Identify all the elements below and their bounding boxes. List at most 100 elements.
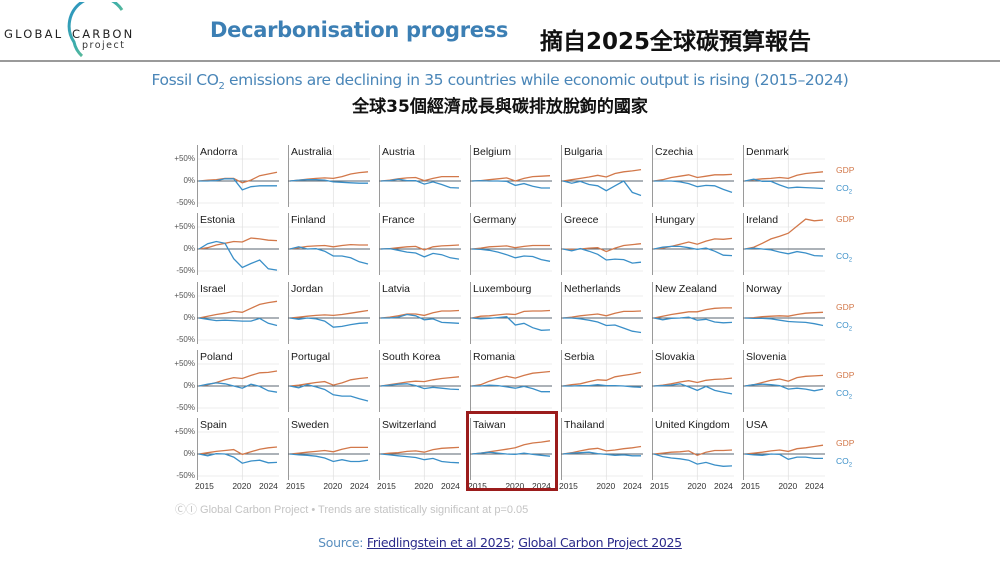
gdp-line <box>653 449 733 457</box>
x-axis-tick: 2024 <box>714 481 733 491</box>
panel-plot <box>743 145 825 207</box>
country-panel-norway: Norway <box>743 282 825 344</box>
source-link-global-carbon-project[interactable]: Global Carbon Project 2025 <box>518 535 682 550</box>
panel-country-name: Norway <box>746 283 782 295</box>
country-panel-taiwan: Taiwan <box>470 418 552 480</box>
y-axis-tick: +50% <box>174 154 195 163</box>
co2-line <box>653 316 733 324</box>
gdp-line <box>744 444 824 455</box>
panel-plot <box>561 145 643 207</box>
panel-plot <box>743 213 825 275</box>
logo-text-carbon: CARBON <box>72 27 135 41</box>
y-axis-tick: -50% <box>176 335 195 344</box>
panel-country-name: Slovakia <box>655 351 695 363</box>
x-axis-tick: 2024 <box>805 481 824 491</box>
country-panel-netherlands: Netherlands <box>561 282 643 344</box>
panel-plot <box>652 418 734 480</box>
country-panel-slovenia: Slovenia <box>743 350 825 412</box>
co2-line <box>653 245 733 257</box>
co2-line <box>289 384 369 402</box>
co2-line <box>381 313 460 324</box>
co2-line <box>562 247 642 264</box>
panel-plot <box>652 145 734 207</box>
country-panel-slovakia: Slovakia <box>652 350 734 412</box>
y-axis-tick: +50% <box>174 359 195 368</box>
co2-line <box>199 178 277 191</box>
panel-plot <box>561 418 643 480</box>
panel-plot <box>470 350 552 412</box>
country-panel-poland: Poland <box>197 350 279 412</box>
country-panel-luxembourg: Luxembourg <box>470 282 552 344</box>
country-panel-australia: Australia <box>288 145 370 207</box>
gdp-line <box>380 244 460 251</box>
country-panel-germany: Germany <box>470 213 552 275</box>
co2-line <box>562 451 641 457</box>
country-panel-latvia: Latvia <box>379 282 461 344</box>
panel-plot <box>288 282 370 344</box>
x-axis-tick: 2015 <box>741 481 760 491</box>
y-axis-tick: 0% <box>183 381 195 390</box>
panel-country-name: Jordan <box>291 283 324 295</box>
source-label: Source: <box>318 535 367 550</box>
gdp-line <box>744 171 824 182</box>
panel-plot <box>561 350 643 412</box>
y-axis-tick: 0% <box>183 244 195 253</box>
gdp-line <box>471 370 551 387</box>
panel-country-name: Andorra <box>200 146 238 158</box>
y-axis-tick: -50% <box>176 471 195 480</box>
co2-line <box>563 317 642 334</box>
x-axis-tick: 2015 <box>377 481 396 491</box>
x-axis-tick: 2020 <box>414 481 434 491</box>
country-panel-portugal: Portugal <box>288 350 370 412</box>
gdp-line <box>744 311 824 319</box>
panel-plot <box>652 350 734 412</box>
co2-line <box>653 453 733 467</box>
panel-plot <box>743 350 825 412</box>
country-panel-new-zealand: New Zealand <box>652 282 734 344</box>
country-panel-jordan: Jordan <box>288 282 370 344</box>
co2-line <box>472 384 550 393</box>
panel-country-name: Czechia <box>655 146 693 158</box>
panel-country-name: France <box>382 214 415 226</box>
gdp-line <box>198 446 278 456</box>
y-axis-tick: -50% <box>176 266 195 275</box>
gdp-line <box>744 374 824 387</box>
co2-line <box>289 317 369 328</box>
gdp-line <box>471 309 551 319</box>
gdp-line <box>653 377 733 387</box>
co2-line <box>380 247 460 260</box>
co2-line <box>198 317 278 327</box>
panel-country-name: Israel <box>200 283 226 295</box>
co2-line <box>198 382 278 393</box>
source-link-friedlingstein[interactable]: Friedlingstein et al 2025 <box>366 535 511 550</box>
legend-co2: CO2 <box>836 183 853 196</box>
panel-country-name: Finland <box>291 214 326 226</box>
gdp-line <box>198 300 278 319</box>
co2-line <box>198 240 278 271</box>
co2-line <box>198 452 278 464</box>
panel-plot <box>561 282 643 344</box>
source-separator: ; <box>510 535 519 550</box>
panel-country-name: Thailand <box>564 419 605 431</box>
gdp-line <box>380 309 460 319</box>
co2-line <box>289 453 369 463</box>
co2-line <box>380 453 460 464</box>
co2-line <box>471 248 551 262</box>
country-panel-south-korea: South Korea <box>379 350 461 412</box>
country-panel-hungary: Hungary <box>652 213 734 275</box>
panel-plot <box>743 418 825 480</box>
co2-line <box>744 247 824 257</box>
legend-co2: CO2 <box>836 456 853 469</box>
country-panel-denmark: Denmark <box>743 145 825 207</box>
panel-country-name: Greece <box>564 214 599 226</box>
country-panel-estonia: Estonia <box>197 213 279 275</box>
legend-co2: CO2 <box>836 251 853 264</box>
co2-line <box>744 317 824 327</box>
x-axis-tick: 2024 <box>441 481 460 491</box>
co2-line <box>471 451 551 457</box>
panel-plot <box>470 282 552 344</box>
panel-country-name: USA <box>746 419 768 431</box>
co2-line <box>563 384 642 388</box>
panel-plot <box>379 145 461 207</box>
co2-line <box>744 178 824 190</box>
